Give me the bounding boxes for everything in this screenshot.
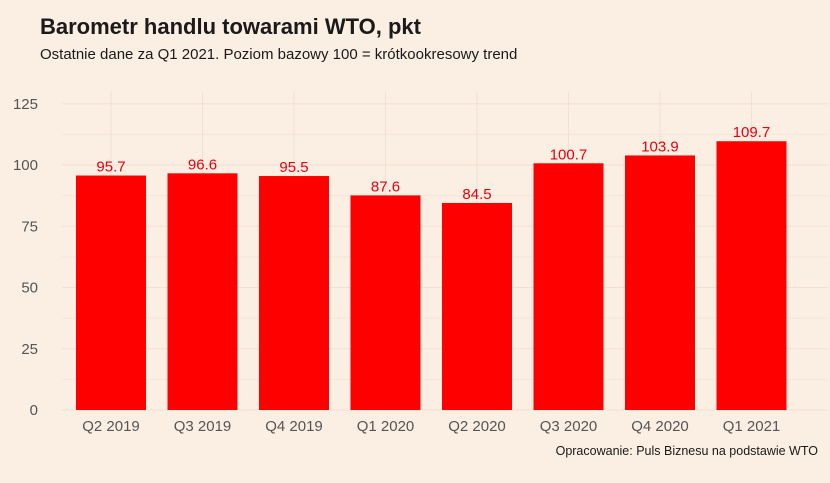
x-tick-label: Q2 2020 (448, 418, 506, 435)
bar (716, 141, 787, 411)
x-tick-label: Q4 2020 (631, 418, 689, 435)
y-tick-label: 0 (30, 402, 38, 419)
y-tick-label: 100 (13, 157, 38, 174)
x-tick-label: Q4 2019 (265, 418, 323, 435)
y-tick-label: 75 (21, 218, 38, 235)
data-label: 84.5 (462, 186, 491, 203)
source-note: Opracowanie: Puls Biznesu na podstawie W… (555, 444, 818, 458)
data-label: 95.5 (279, 159, 308, 176)
x-tick-label: Q3 2019 (174, 418, 232, 435)
data-label: 100.7 (550, 146, 588, 163)
x-tick-label: Q1 2021 (723, 418, 781, 435)
x-tick-label: Q2 2019 (82, 418, 140, 435)
x-tick-label: Q3 2020 (540, 418, 598, 435)
data-label: 109.7 (733, 124, 771, 141)
y-tick-label: 125 (13, 96, 38, 113)
bar (259, 176, 329, 410)
bar (167, 173, 238, 410)
bar (350, 195, 421, 410)
chart-subtitle: Ostatnie dane za Q1 2021. Poziom bazowy … (40, 46, 518, 63)
data-label: 103.9 (641, 138, 679, 155)
data-label: 96.6 (188, 156, 217, 173)
bar (533, 163, 604, 410)
bar (625, 155, 695, 410)
bar (76, 175, 146, 410)
chart-title: Barometr handlu towarami WTO, pkt (40, 14, 421, 39)
y-tick-label: 25 (21, 341, 38, 358)
data-label: 87.6 (371, 178, 400, 195)
bar (442, 202, 512, 410)
y-tick-label: 50 (21, 280, 38, 297)
x-tick-label: Q1 2020 (357, 418, 415, 435)
data-label: 95.7 (96, 159, 125, 176)
